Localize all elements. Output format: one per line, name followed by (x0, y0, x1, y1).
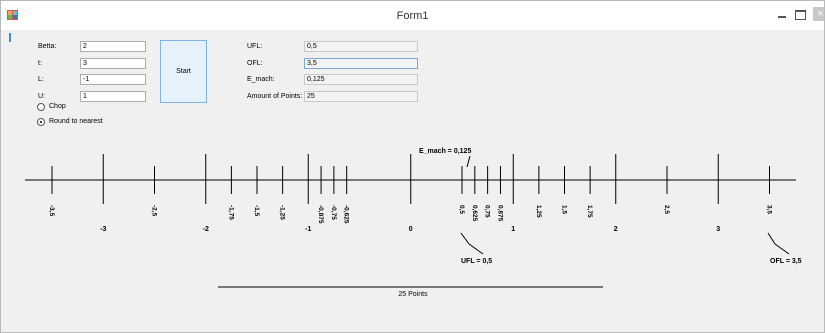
point-label: 2,5 (663, 205, 670, 214)
ufl-label: UFL: (247, 43, 263, 50)
chop-label: Chop (49, 103, 66, 110)
integer-tick-label: -2 (203, 226, 209, 233)
integer-tick-label: 1 (511, 226, 515, 233)
point-label: 0,625 (471, 205, 478, 222)
points-label: Amount of Points: (247, 93, 303, 100)
point-label: 0,5 (458, 205, 465, 214)
t-input[interactable]: 3 (80, 58, 146, 69)
emach-field: 0,125 (304, 74, 418, 85)
point-label: -0,875 (317, 205, 324, 224)
point-label: 1,75 (586, 205, 593, 218)
start-button[interactable]: Start (160, 40, 207, 103)
point-label: 1,25 (535, 205, 542, 218)
ufl-leader-b (468, 243, 484, 255)
points-field: 25 (304, 91, 418, 102)
ofl-annotation: OFL = 3,5 (770, 258, 802, 265)
integer-tick-label: 2 (614, 226, 618, 233)
ufl-annotation: UFL = 0,5 (461, 258, 492, 265)
app-icon (7, 10, 18, 20)
ofl-leader-a (767, 232, 776, 245)
point-label: -3,5 (48, 205, 55, 217)
l-input[interactable]: -1 (80, 74, 146, 85)
betta-label: Betta: (38, 43, 57, 50)
point-label: 3,5 (766, 205, 773, 214)
point-label: 1,5 (561, 205, 568, 214)
ofl-leader-b (774, 243, 790, 255)
integer-tick-label: 0 (409, 226, 413, 233)
round-radio[interactable] (37, 118, 45, 126)
ufl-leader-a (460, 232, 470, 245)
point-label: -1,75 (227, 205, 234, 220)
integer-tick-label: -3 (100, 226, 106, 233)
minimize-button[interactable] (777, 10, 787, 19)
emach-leader (466, 155, 471, 168)
betta-input[interactable]: 2 (80, 41, 146, 52)
focus-edge (9, 33, 11, 42)
point-label: 0,75 (484, 205, 491, 218)
emach-label: E_mach: (247, 76, 275, 83)
integer-tick-label: -1 (305, 226, 311, 233)
ofl-label: OFL: (247, 60, 263, 67)
point-label: -0,75 (330, 205, 337, 220)
point-label: -1,25 (279, 205, 286, 220)
ufl-field: 0,5 (304, 41, 418, 52)
u-input[interactable]: 1 (80, 91, 146, 102)
point-label: 0,875 (496, 205, 503, 222)
window-title: Form1 (396, 10, 429, 22)
point-label: -2,5 (151, 205, 158, 217)
t-label: t: (38, 60, 42, 67)
chop-radio[interactable] (37, 103, 45, 111)
maximize-button[interactable] (795, 10, 806, 20)
round-label: Round to nearest (49, 118, 103, 125)
integer-tick-label: 3 (716, 226, 720, 233)
l-label: L: (38, 76, 44, 83)
emach-annotation: E_mach = 0,125 (419, 148, 471, 155)
points-count-label: 25 Points (398, 291, 428, 298)
point-label: -1,5 (253, 205, 260, 217)
point-label: -0,625 (343, 205, 350, 224)
close-button[interactable]: × (813, 7, 824, 21)
title-bar: Form1 × (1, 1, 824, 30)
ofl-field: 3,5 (304, 58, 418, 69)
u-label: U: (38, 93, 45, 100)
